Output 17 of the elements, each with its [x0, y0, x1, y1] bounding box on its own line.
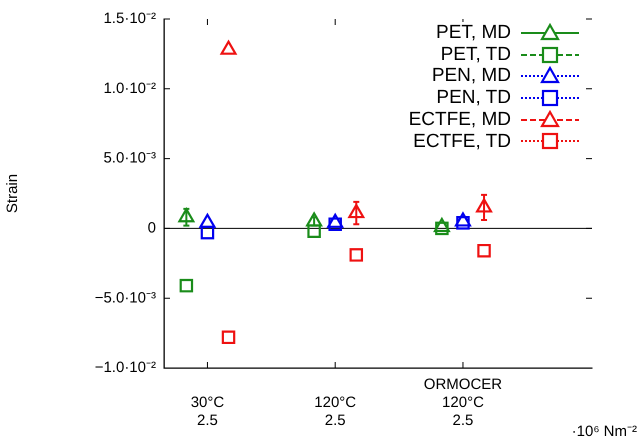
legend-label: PET, MD: [436, 22, 511, 44]
legend-label: ECTFE, MD: [408, 108, 511, 131]
x-tick-label: 120°C 2.5: [314, 394, 356, 430]
x-axis-title: ·10⁶ Nm⁻²: [572, 422, 637, 440]
y-tick-label: −1.0·10⁻²: [94, 359, 156, 376]
y-tick-label: 5.0·10⁻³: [103, 150, 156, 167]
y-tick-label: 0: [148, 220, 156, 237]
legend-label: PET, TD: [440, 44, 511, 66]
x-tick-label: ORMOCER 120°C 2.5: [424, 376, 502, 430]
y-tick-label: 1.5·10⁻²: [103, 10, 156, 28]
x-tick-label: 30°C 2.5: [190, 394, 224, 430]
y-tick-label: 1.0·10⁻²: [103, 80, 156, 97]
legend-label: PEN, TD: [436, 87, 511, 109]
legend-label: ECTFE, TD: [413, 130, 511, 152]
y-tick-label: −5.0·10⁻³: [94, 289, 156, 306]
legend-label: PEN, MD: [432, 65, 511, 88]
y-axis-title: Strain: [4, 174, 22, 214]
